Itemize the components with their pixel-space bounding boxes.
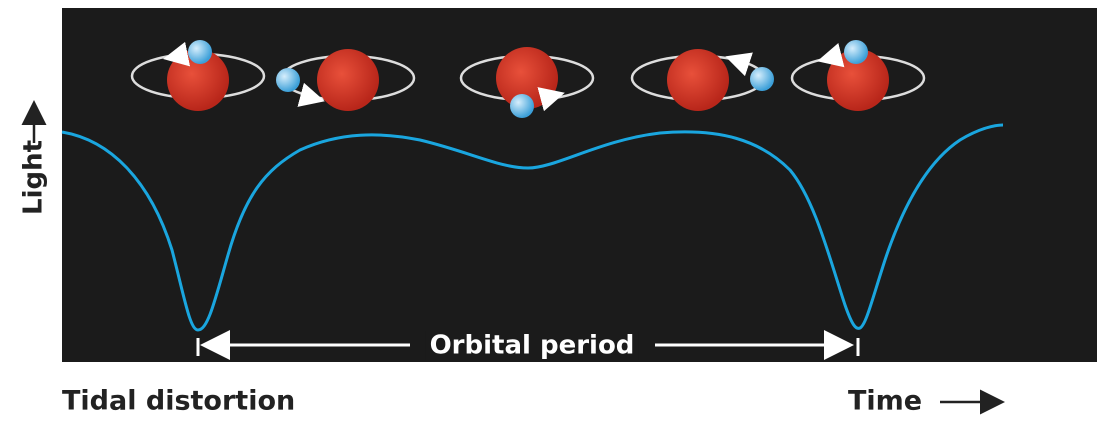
caption: Tidal distortion: [62, 386, 295, 417]
x-label: Time: [848, 386, 922, 417]
y-axis-label: Light: [19, 105, 49, 215]
period-label: Orbital period: [430, 331, 635, 361]
diagram: Orbital period Light Tidal distortion Ti…: [0, 0, 1111, 418]
page: Orbital period Light Tidal distortion Ti…: [0, 0, 1111, 418]
y-label: Light: [19, 140, 49, 215]
